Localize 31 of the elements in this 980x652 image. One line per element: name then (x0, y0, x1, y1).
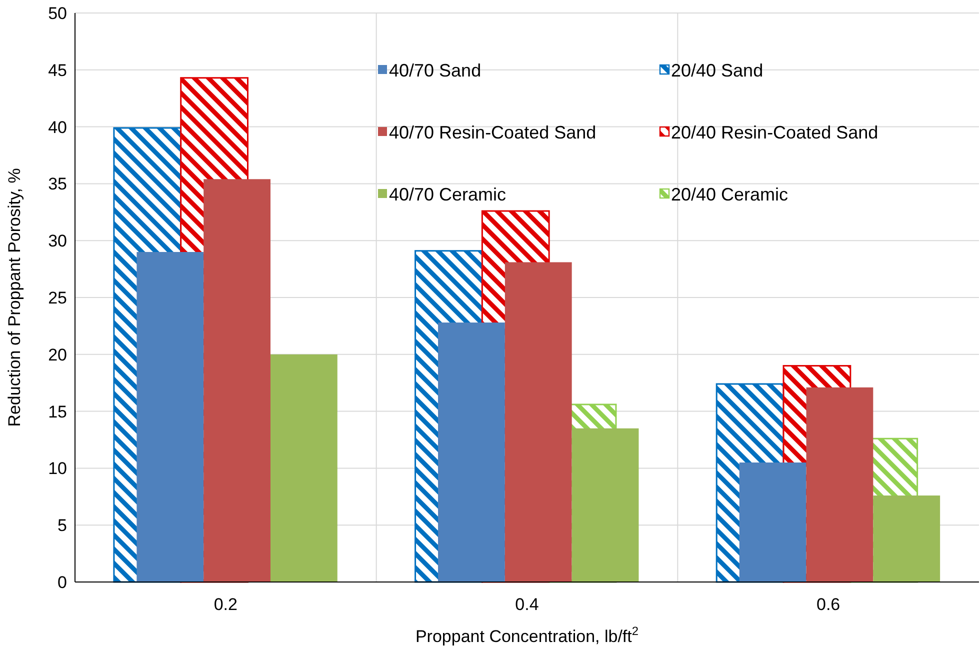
bar (572, 428, 639, 582)
legend-label: 20/40 Ceramic (671, 184, 788, 204)
legend-label: 20/40 Resin-Coated Sand (671, 122, 878, 142)
y-tick-label: 50 (48, 4, 67, 23)
bar (873, 496, 940, 582)
y-tick-label: 35 (48, 174, 67, 194)
y-tick-label: 5 (58, 516, 67, 536)
x-tick-label: 0.4 (515, 595, 539, 614)
y-tick-label: 45 (48, 60, 67, 80)
y-tick-label: 40 (48, 118, 67, 137)
y-tick-label: 25 (48, 288, 67, 308)
legend-label: 40/70 Sand (389, 60, 482, 80)
bar (739, 462, 806, 582)
bar (504, 262, 572, 582)
bar (136, 252, 204, 582)
y-tick-label: 10 (48, 459, 67, 478)
x-tick-label: 0.2 (214, 595, 238, 614)
y-tick-label: 15 (48, 402, 67, 422)
x-axis-title: Proppant Concentration, lb/ft$^{2}$ (415, 624, 639, 646)
bar (270, 354, 338, 582)
legend-label: 20/40 Sand (671, 60, 764, 80)
y-tick-label: 20 (48, 345, 67, 364)
bar (806, 387, 874, 582)
x-tick-label: 0.6 (816, 595, 840, 614)
y-tick-label: 30 (48, 232, 67, 251)
y-tick-label: 0 (58, 572, 67, 592)
legend-label: 40/70 Ceramic (389, 184, 506, 204)
bar (204, 179, 270, 582)
bar (438, 322, 505, 582)
y-axis-title: Reduction of Proppant Porosity, % (5, 168, 24, 427)
legend-label: 40/70 Resin-Coated Sand (389, 122, 596, 142)
